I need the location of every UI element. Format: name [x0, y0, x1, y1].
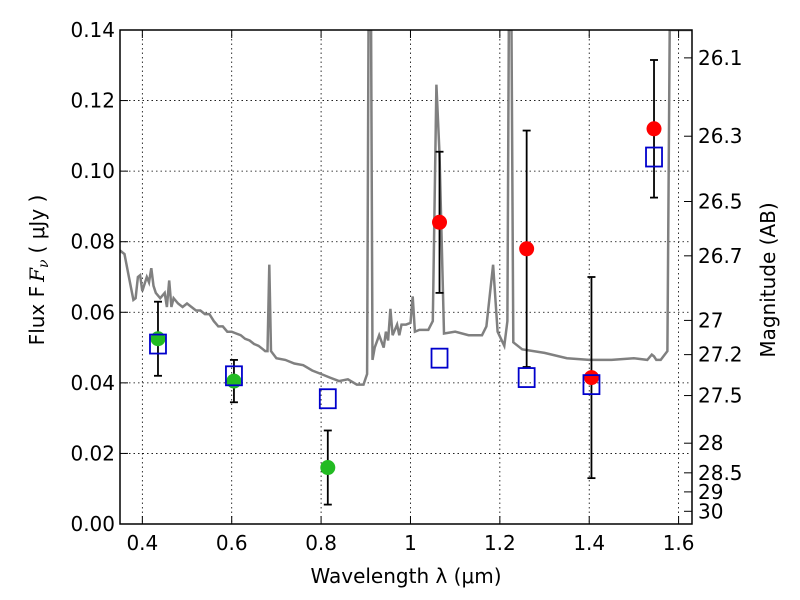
mag-tick-label: 29 [698, 480, 723, 504]
y-tick-label: 0.04 [70, 371, 115, 395]
data-point [583, 370, 599, 386]
x-tick-label: 1.4 [573, 531, 605, 555]
model-square [645, 146, 663, 168]
mag-tick-label: 30 [698, 499, 723, 523]
x-axis-label: Wavelength λ (μm) [310, 564, 501, 588]
data-points [149, 59, 663, 506]
y-axis-label-F: F [25, 267, 49, 283]
mag-tick-label: 28.5 [698, 461, 743, 485]
y-tick-label: 0.14 [70, 18, 115, 42]
grid-lines [120, 30, 692, 524]
data-point [646, 121, 662, 137]
x-tick-label: 1.2 [484, 531, 516, 555]
mag-tick-label: 27.2 [698, 343, 743, 367]
mag-tick-label: 28 [698, 431, 723, 455]
y-tick-label: 0.06 [70, 300, 115, 324]
data-point [432, 214, 448, 230]
model-square [582, 374, 601, 396]
data-point [320, 460, 336, 476]
x-tick-label: 1.6 [663, 531, 695, 555]
model-square [149, 333, 167, 355]
x-tick-label: 0.6 [216, 531, 248, 555]
x-tick-label: 1 [404, 531, 417, 555]
y-tick-label: 0.00 [70, 512, 115, 536]
data-point [226, 373, 242, 389]
axis-ticks: 0.4 0.6 0.8 1 1.2 1.4 1.6 0.00 0.02 0.04 0.06 0.08 0… [70, 18, 742, 555]
model-square [225, 365, 243, 387]
mag-tick-label: 27.5 [698, 384, 743, 408]
model-square [517, 367, 536, 388]
plot-frame [119, 29, 693, 525]
model-square [430, 347, 449, 369]
y-tick-label: 0.08 [70, 230, 115, 254]
data-point [519, 241, 535, 257]
mag-tick-label: 27 [698, 308, 723, 332]
mag-tick-label: 26.3 [698, 124, 743, 148]
mag-tick-label: 26.7 [698, 244, 743, 268]
y-axis-label-unit: ( μJy ) [25, 195, 49, 254]
y-axis-label-text: Flux F [25, 286, 49, 345]
x-tick-label: 0.4 [126, 531, 158, 555]
model-square [318, 388, 337, 410]
data-point [150, 331, 166, 347]
y2-axis-label: Magnitude (AB) [756, 202, 780, 357]
y-tick-label: 0.12 [70, 89, 115, 113]
model-spectrum [120, 30, 692, 386]
y-tick-label: 0.02 [70, 441, 115, 465]
spectrum-line [120, 30, 692, 386]
y-tick-label: 0.10 [70, 159, 115, 183]
x-tick-label: 0.8 [305, 531, 337, 555]
mag-tick-label: 26.1 [698, 46, 743, 70]
y-axis-label-sub: ν [36, 259, 52, 268]
y-axis-label: Flux F Fν ( μJy ) [25, 195, 52, 346]
mag-tick-label: 26.5 [698, 189, 743, 213]
